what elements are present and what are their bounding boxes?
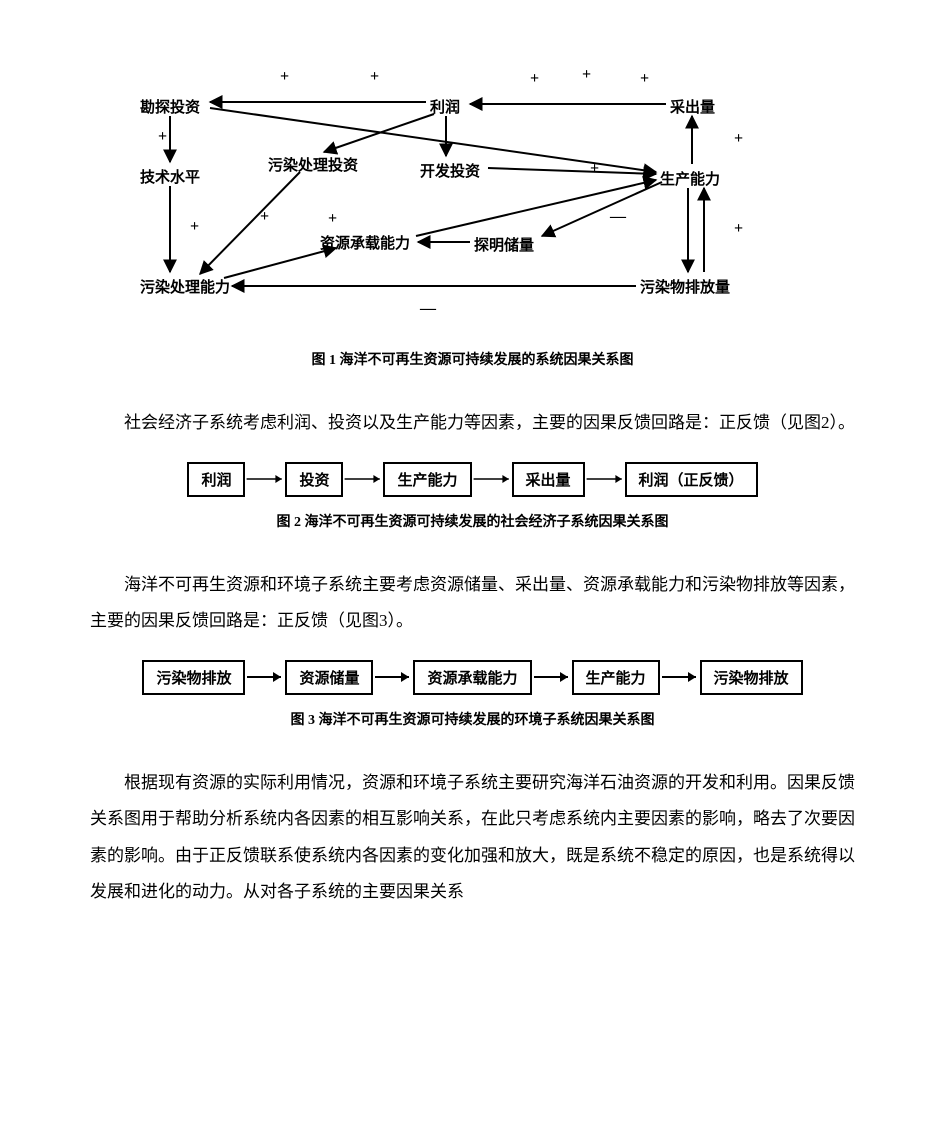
sign-plus: +	[734, 130, 743, 148]
sign-plus: +	[260, 208, 269, 226]
sign-plus: +	[328, 210, 337, 228]
figure-1: 勘探投资 技术水平 污染处理能力 污染处理投资 资源承载能力 利润 开发投资 探…	[140, 60, 760, 335]
sign-plus: +	[640, 70, 649, 88]
paragraph-2: 海洋不可再生资源和环境子系统主要考虑资源储量、采出量、资源承载能力和污染物排放等…	[90, 567, 855, 640]
arrow-icon	[472, 469, 512, 489]
sign-plus: +	[734, 220, 743, 238]
arrow-icon	[373, 667, 413, 687]
node-tanming: 探明储量	[474, 234, 534, 255]
fig2-box-4: 采出量	[512, 462, 585, 497]
figure-1-caption: 图 1 海洋不可再生资源可持续发展的系统因果关系图	[90, 349, 855, 369]
fig3-box-4: 生产能力	[572, 660, 660, 695]
fig2-box-3: 生产能力	[383, 462, 471, 497]
arrow-icon	[532, 667, 572, 687]
node-kaifa: 开发投资	[420, 160, 480, 181]
node-wurantouzi: 污染处理投资	[268, 154, 358, 175]
node-lirun: 利润	[430, 96, 460, 117]
node-paifang: 污染物排放量	[640, 276, 730, 297]
figure-3-caption: 图 3 海洋不可再生资源可持续发展的环境子系统因果关系图	[90, 709, 855, 729]
arrow-icon	[245, 667, 285, 687]
sign-minus: —	[610, 208, 626, 226]
arrow-icon	[585, 469, 625, 489]
figure-2-caption: 图 2 海洋不可再生资源可持续发展的社会经济子系统因果关系图	[90, 511, 855, 531]
fig2-box-2: 投资	[285, 462, 343, 497]
sign-plus: +	[590, 160, 599, 178]
sign-minus: —	[420, 300, 436, 318]
fig3-box-3: 资源承载能力	[413, 660, 531, 695]
arrow-icon	[343, 469, 383, 489]
fig2-box-5: 利润（正反馈）	[625, 462, 758, 497]
sign-plus: +	[158, 128, 167, 146]
node-wuranchulinengli: 污染处理能力	[140, 276, 230, 297]
fig3-box-2: 资源储量	[285, 660, 373, 695]
node-ziyuancheng: 资源承载能力	[320, 232, 410, 253]
sign-plus: +	[530, 70, 539, 88]
fig3-box-1: 污染物排放	[142, 660, 245, 695]
sign-plus: +	[370, 68, 379, 86]
arrow-icon	[245, 469, 285, 489]
node-caichu: 采出量	[670, 96, 715, 117]
arrow-icon	[660, 667, 700, 687]
sign-plus: +	[582, 66, 591, 84]
fig3-box-5: 污染物排放	[700, 660, 803, 695]
figure-3-chain: 污染物排放 资源储量 资源承载能力 生产能力 污染物排放	[90, 660, 855, 695]
node-shengchan: 生产能力	[660, 168, 720, 189]
sign-plus: +	[280, 68, 289, 86]
fig2-box-1: 利润	[187, 462, 245, 497]
sign-plus: +	[190, 218, 199, 236]
node-jishu: 技术水平	[140, 166, 200, 187]
figure-2-chain: 利润 投资 生产能力 采出量 利润（正反馈）	[90, 462, 855, 497]
paragraph-3: 根据现有资源的实际利用情况，资源和环境子系统主要研究海洋石油资源的开发和利用。因…	[90, 765, 855, 911]
node-kantan: 勘探投资	[140, 96, 200, 117]
paragraph-1: 社会经济子系统考虑利润、投资以及生产能力等因素，主要的因果反馈回路是：正反馈（见…	[90, 405, 855, 442]
